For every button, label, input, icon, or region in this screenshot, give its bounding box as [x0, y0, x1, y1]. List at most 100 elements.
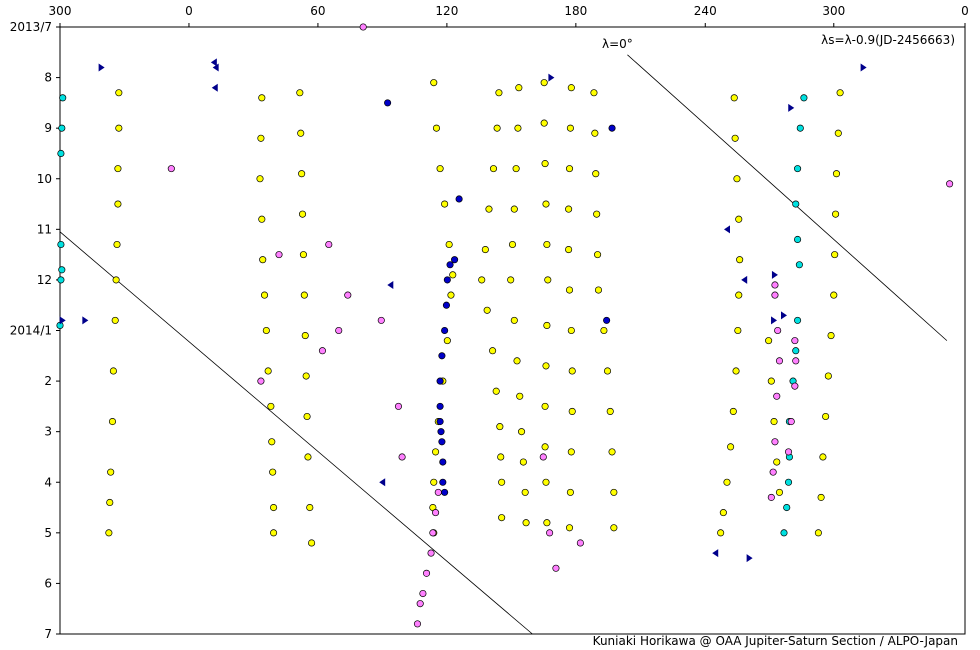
data-point	[107, 468, 115, 476]
data-point	[449, 271, 457, 279]
data-point	[441, 326, 449, 335]
data-point	[259, 256, 267, 264]
data-point	[787, 417, 795, 426]
data-point	[515, 84, 523, 92]
data-point	[478, 276, 486, 284]
data-point	[429, 529, 437, 537]
data-point	[541, 160, 549, 168]
data-point	[567, 84, 575, 92]
data-point	[603, 316, 611, 324]
x-tick-label: 0	[961, 4, 969, 18]
data-point	[436, 402, 444, 410]
data-point	[566, 488, 574, 496]
data-point	[58, 124, 66, 132]
data-point	[335, 326, 343, 335]
data-point	[544, 276, 552, 284]
data-point	[817, 493, 825, 501]
data-point	[767, 377, 775, 385]
data-point	[510, 316, 518, 324]
data-point	[593, 210, 601, 218]
x-tick-label: 300	[49, 4, 72, 18]
data-point	[492, 387, 500, 395]
data-point	[775, 488, 784, 496]
data-point	[106, 498, 114, 507]
data-point	[446, 261, 454, 269]
data-point	[794, 316, 802, 324]
credit-text: Kuniaki Horikawa @ OAA Jupiter-Saturn Se…	[593, 634, 958, 648]
data-point	[727, 443, 735, 451]
data-point	[105, 529, 113, 537]
y-tick-label: 10	[37, 172, 52, 186]
data-point	[109, 367, 117, 375]
data-point-triangle	[98, 63, 105, 72]
data-point	[264, 367, 272, 375]
data-point	[416, 600, 424, 608]
annotation-line-label: λ=0°	[602, 37, 633, 51]
data-point	[436, 165, 444, 173]
data-point	[419, 589, 427, 598]
data-points	[56, 23, 954, 628]
data-point	[436, 377, 444, 385]
data-point	[541, 443, 549, 451]
data-point	[594, 286, 603, 294]
data-point	[784, 448, 793, 456]
data-point	[269, 468, 277, 476]
data-point	[836, 89, 844, 97]
data-point-triangle	[781, 311, 787, 320]
data-point	[300, 291, 308, 299]
data-point	[498, 478, 506, 486]
data-point	[541, 402, 549, 410]
data-point	[732, 367, 740, 375]
data-point	[275, 251, 283, 259]
data-point	[834, 129, 842, 137]
data-point	[567, 448, 575, 456]
data-point	[566, 124, 574, 132]
data-point	[831, 251, 839, 259]
data-point	[439, 478, 447, 486]
y-tick-label: 3	[44, 425, 52, 439]
data-point	[592, 170, 600, 178]
plot-frame	[59, 26, 966, 635]
data-point	[447, 291, 455, 299]
data-point-triangle	[723, 225, 730, 234]
data-point	[111, 316, 119, 324]
data-point	[542, 200, 550, 208]
data-point	[542, 362, 550, 370]
data-point	[717, 529, 725, 537]
data-point-triangle	[82, 316, 89, 325]
x-tick-label: 300	[822, 4, 845, 18]
data-point	[591, 129, 599, 137]
data-point	[565, 205, 573, 213]
data-point	[115, 124, 123, 132]
data-point	[565, 524, 574, 532]
data-point	[568, 407, 576, 415]
data-point	[543, 321, 551, 329]
data-point	[608, 124, 616, 132]
data-point	[780, 529, 788, 537]
data-point	[610, 488, 618, 496]
data-point-triangle	[712, 549, 719, 558]
data-point	[318, 347, 327, 355]
data-point	[422, 569, 431, 577]
data-point	[517, 428, 526, 436]
data-point	[819, 453, 827, 461]
data-point	[443, 276, 451, 284]
y-tick-label: 6	[44, 576, 52, 590]
data-point	[59, 94, 67, 102]
data-point	[108, 417, 117, 426]
data-point	[260, 291, 269, 299]
data-point	[791, 382, 799, 390]
data-point-triangle	[788, 103, 795, 112]
data-point	[57, 276, 65, 284]
data-point	[489, 347, 497, 355]
data-point	[485, 205, 493, 213]
reference-line	[59, 231, 533, 635]
data-point	[730, 94, 738, 102]
data-point	[432, 448, 440, 456]
data-point-triangle	[379, 478, 386, 487]
data-point	[771, 438, 779, 446]
data-point-triangle	[387, 280, 394, 289]
data-point	[483, 306, 491, 314]
data-point	[113, 240, 121, 249]
y-tick-label: 9	[44, 121, 52, 135]
